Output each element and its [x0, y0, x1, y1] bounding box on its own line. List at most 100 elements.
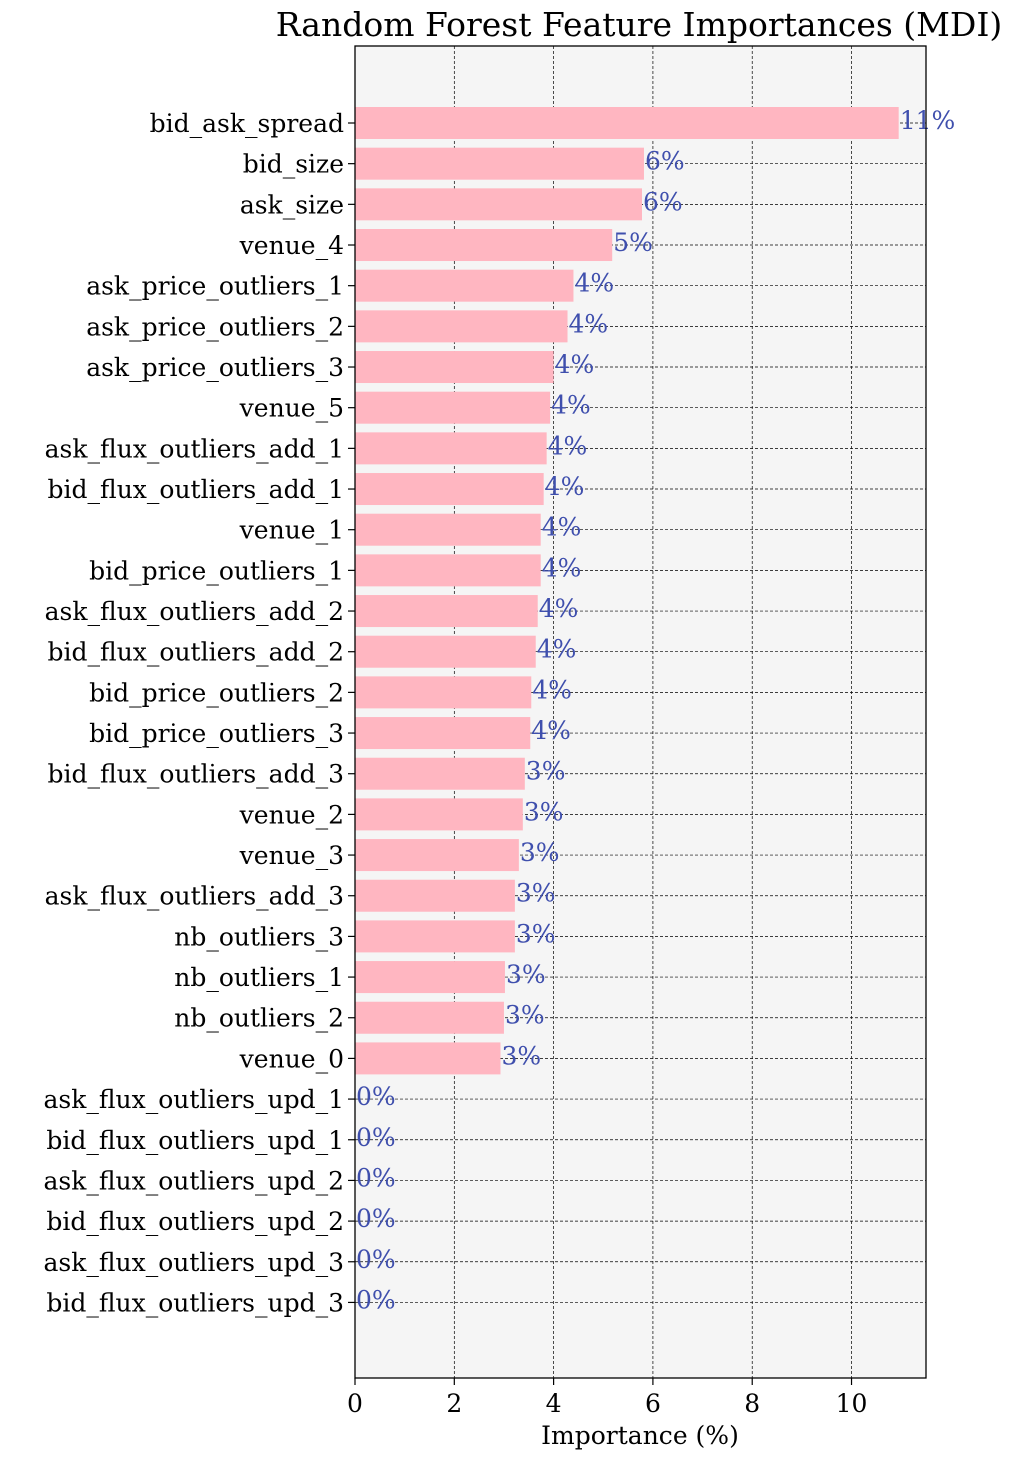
- x-tick-label: 8: [744, 1389, 760, 1418]
- data-label: 3%: [524, 797, 564, 826]
- data-label: 5%: [613, 228, 653, 257]
- bar: [355, 391, 551, 424]
- data-label: 0%: [356, 1285, 396, 1314]
- data-label: 6%: [645, 147, 685, 176]
- category-label: venue_2: [239, 800, 344, 829]
- data-label: 0%: [356, 1245, 396, 1274]
- category-label: ask_price_outliers_2: [86, 312, 344, 341]
- data-label: 3%: [520, 838, 560, 867]
- data-label: 4%: [548, 431, 588, 460]
- category-label: bid_flux_outliers_add_1: [48, 475, 344, 504]
- data-label: 4%: [574, 269, 614, 298]
- category-label: ask_flux_outliers_upd_2: [43, 1166, 344, 1195]
- category-label: bid_flux_outliers_upd_3: [46, 1288, 344, 1317]
- bar: [355, 188, 642, 221]
- category-label: bid_price_outliers_2: [89, 678, 344, 707]
- x-tick-label: 0: [347, 1389, 363, 1418]
- category-label: ask_price_outliers_3: [86, 353, 344, 382]
- data-label: 4%: [542, 553, 582, 582]
- bar: [355, 839, 519, 872]
- bar: [355, 147, 644, 180]
- bar: [355, 1001, 504, 1034]
- bar: [355, 310, 568, 343]
- data-label: 4%: [555, 350, 595, 379]
- category-label: venue_5: [239, 394, 344, 423]
- category-label: bid_ask_spread: [150, 109, 344, 138]
- data-label: 6%: [643, 187, 683, 216]
- data-label: 3%: [526, 757, 566, 786]
- data-label: 3%: [516, 879, 556, 908]
- chart-title: Random Forest Feature Importances (MDI): [276, 5, 1003, 44]
- x-axis-label: Importance (%): [541, 1421, 739, 1450]
- data-label: 4%: [532, 675, 572, 704]
- data-label: 4%: [537, 635, 577, 664]
- bar: [355, 961, 505, 994]
- category-label: bid_price_outliers_3: [89, 719, 344, 748]
- category-label: bid_flux_outliers_upd_1: [46, 1126, 344, 1155]
- category-labels: bid_ask_spread bid_size ask_size venue_4ask…: [43, 109, 344, 1317]
- bar: [355, 473, 544, 506]
- category-label: venue_4: [239, 231, 344, 260]
- data-label: 3%: [506, 960, 546, 989]
- category-label: ask_flux_outliers_add_3: [45, 882, 344, 911]
- bar: [355, 757, 525, 790]
- category-label: ask_flux_outliers_add_2: [45, 597, 344, 626]
- data-label: 4%: [531, 716, 571, 745]
- category-label: nb_outliers_3: [174, 922, 344, 951]
- data-label: 3%: [516, 919, 556, 948]
- bar: [355, 229, 613, 262]
- data-label: 0%: [356, 1082, 396, 1111]
- x-tick-label: 10: [836, 1389, 868, 1418]
- category-label: nb_outliers_2: [174, 1004, 344, 1033]
- data-label: 3%: [505, 1001, 545, 1030]
- data-label: 0%: [356, 1123, 396, 1152]
- data-label: 0%: [356, 1204, 396, 1233]
- category-label: ask_flux_outliers_upd_3: [43, 1248, 344, 1277]
- bar: [355, 107, 899, 139]
- bar: [355, 717, 531, 750]
- bar: [355, 920, 515, 953]
- data-label: 4%: [542, 513, 582, 542]
- data-label: 3%: [501, 1041, 541, 1070]
- category-label: venue_3: [239, 841, 344, 870]
- bar: [355, 635, 536, 668]
- x-axis-ticks: 0 2 4 6 8 10: [347, 122, 868, 1418]
- category-label: venue_1: [239, 516, 344, 545]
- x-tick-label: 6: [645, 1389, 661, 1418]
- data-label: 4%: [539, 594, 579, 623]
- bars: [355, 107, 899, 1075]
- plot-area: [355, 46, 926, 1378]
- x-tick-label: 2: [446, 1389, 462, 1418]
- data-labels: 11% 6% 6% 5% 4% 4% 4% 4% 4% 4% 4% 4% 4% 4% 4% 4% 3% 3% 3% 3…: [356, 106, 955, 1314]
- category-label: bid_price_outliers_1: [89, 556, 344, 585]
- bar: [355, 595, 538, 628]
- category-label: ask_price_outliers_1: [86, 272, 344, 301]
- plot-frame: [354, 45, 927, 1379]
- bar: [355, 351, 554, 384]
- bar: [355, 554, 541, 587]
- data-label: 0%: [356, 1163, 396, 1192]
- bar: [355, 879, 515, 912]
- bar: [355, 676, 532, 709]
- data-label: 4%: [545, 472, 585, 501]
- category-label: ask_flux_outliers_add_1: [45, 434, 344, 463]
- category-label: ask_flux_outliers_upd_1: [43, 1085, 344, 1114]
- data-label: 4%: [569, 309, 609, 338]
- category-label: bid_flux_outliers_upd_2: [46, 1207, 344, 1236]
- x-tick-label: 4: [546, 1389, 562, 1418]
- category-label: bid_flux_outliers_add_3: [48, 760, 344, 789]
- bar: [355, 513, 541, 546]
- category-label: venue_0: [239, 1044, 344, 1073]
- data-label: 11%: [900, 106, 956, 135]
- category-label: bid_flux_outliers_add_2: [48, 638, 344, 667]
- data-label: 4%: [551, 391, 591, 420]
- category-label: bid_size: [243, 150, 344, 179]
- bar: [355, 269, 574, 302]
- category-label: ask_size: [240, 190, 344, 219]
- category-label: nb_outliers_1: [174, 963, 344, 992]
- bar: [355, 1042, 501, 1075]
- bar: [355, 798, 523, 831]
- bar: [355, 432, 547, 465]
